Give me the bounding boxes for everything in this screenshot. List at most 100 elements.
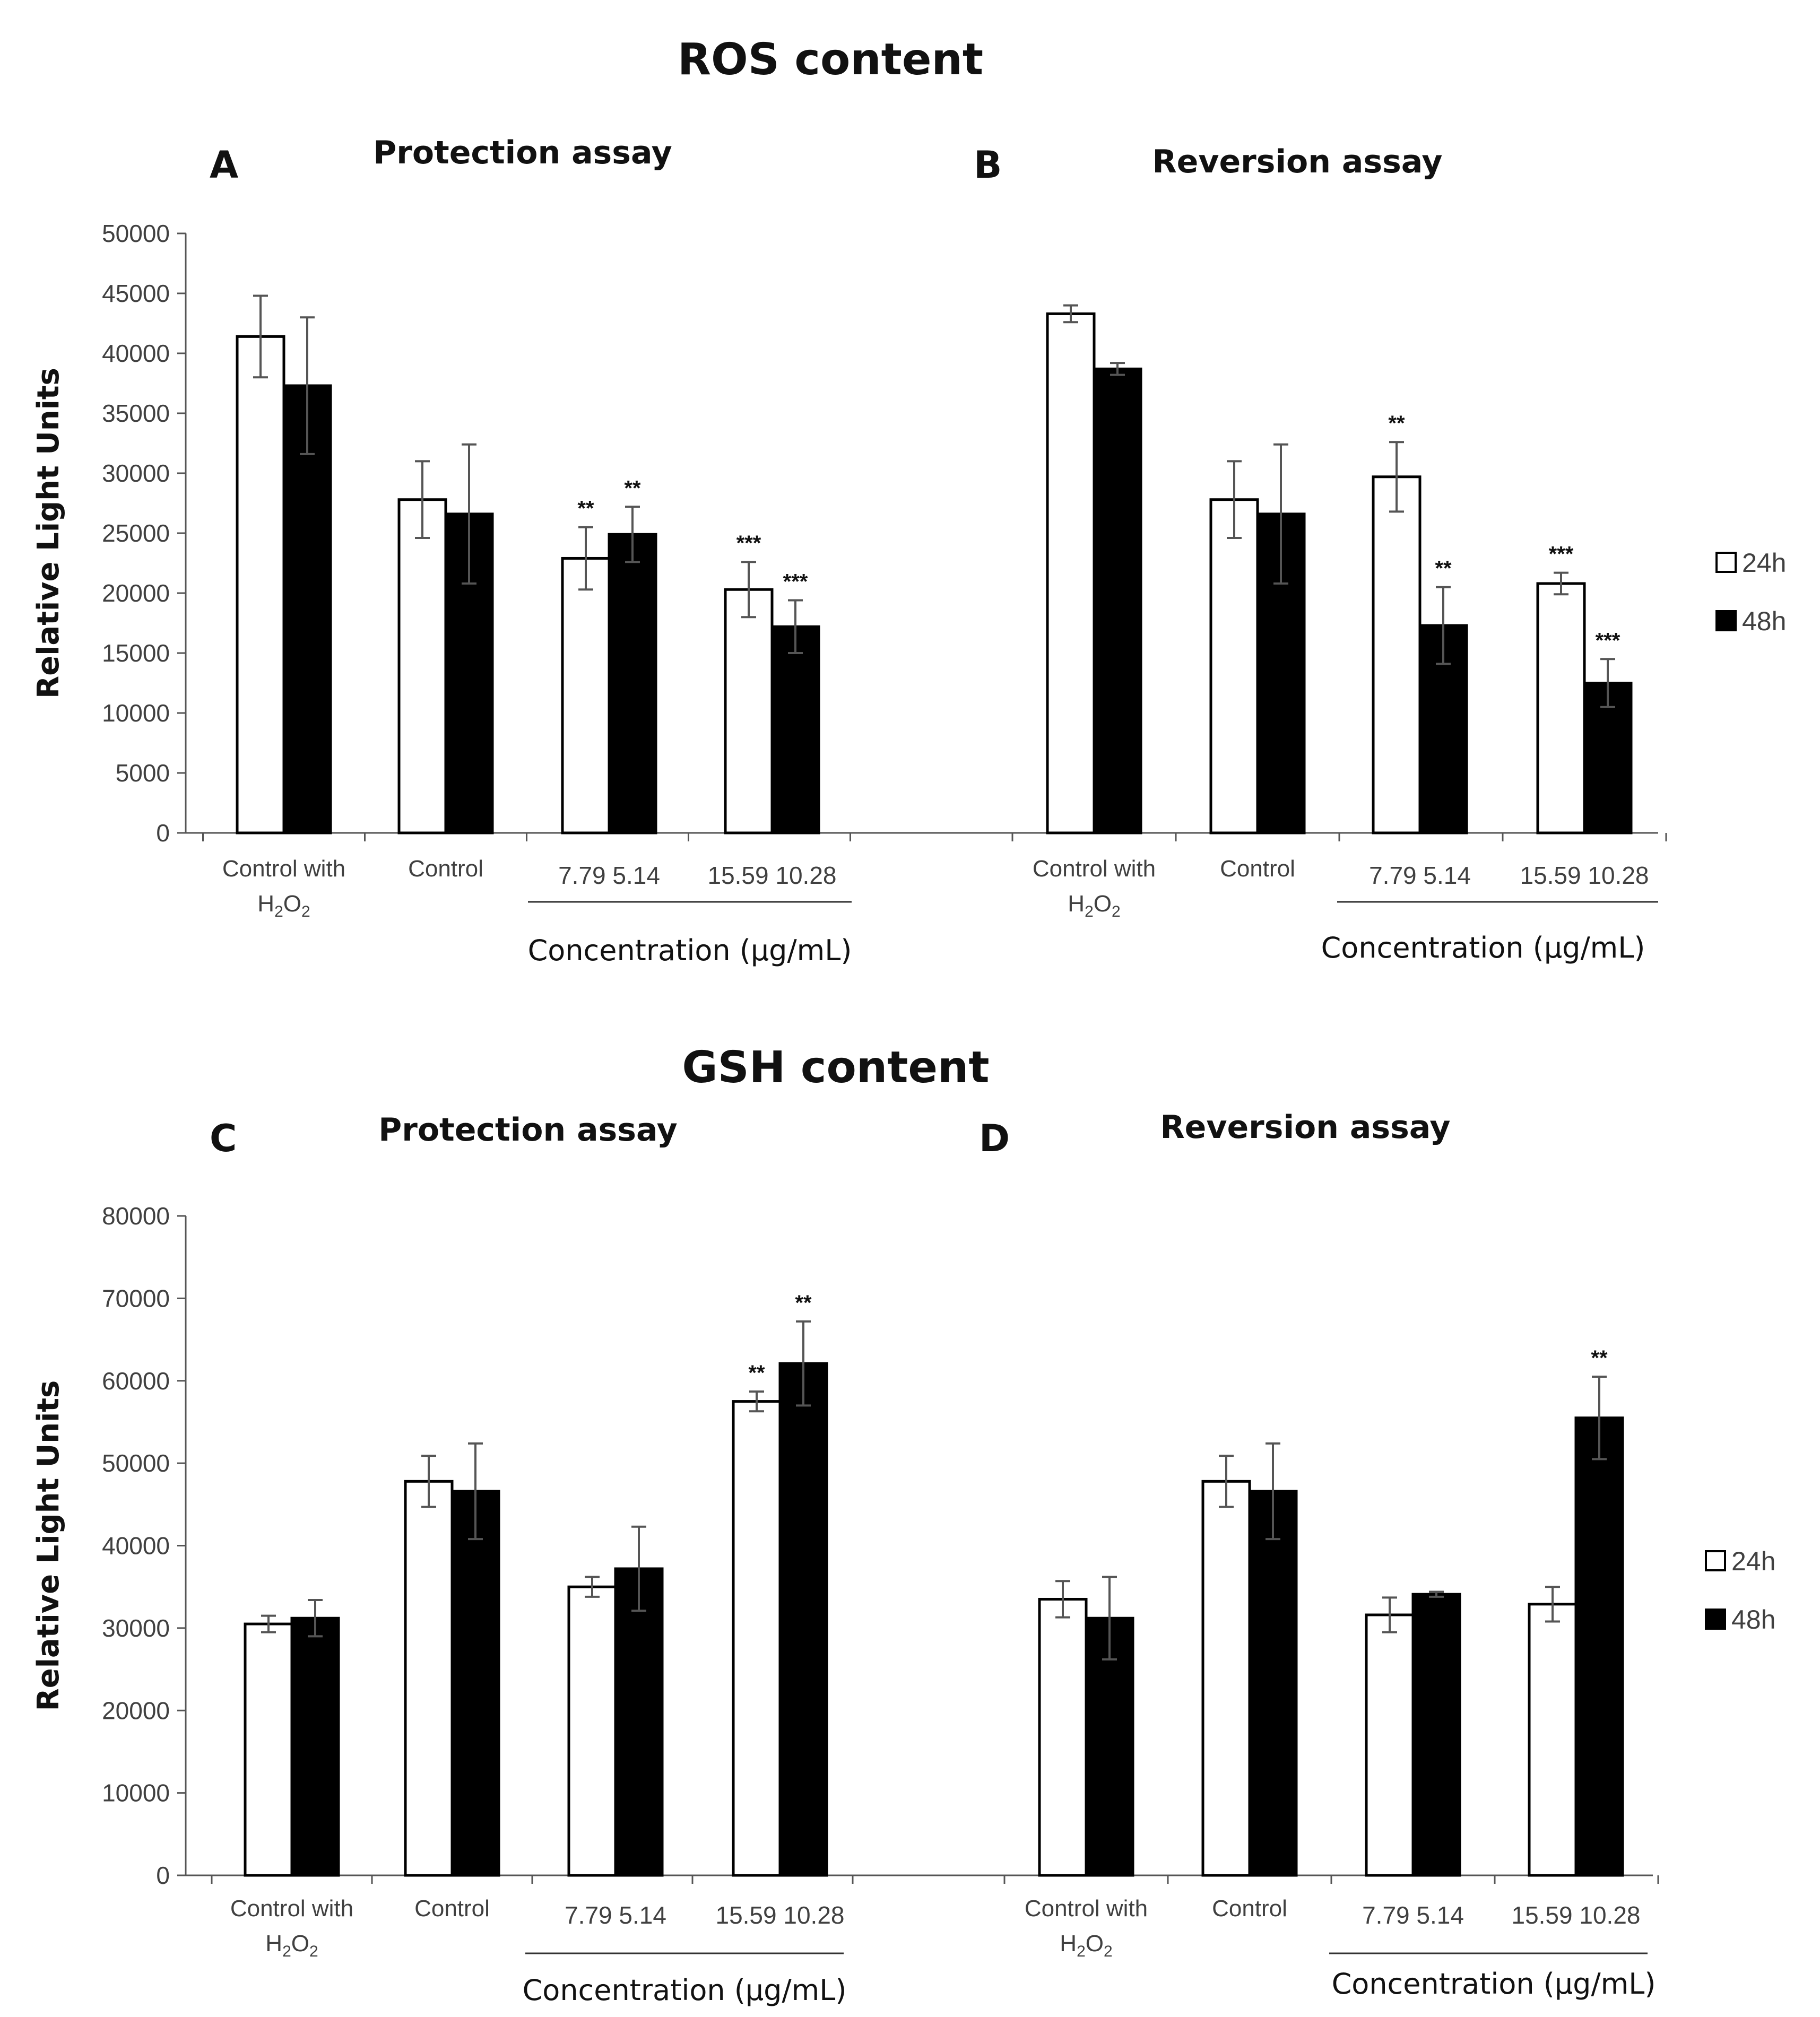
legend-label: 48h xyxy=(1742,606,1786,636)
y-axis-title: Relative Light Units xyxy=(31,368,66,699)
bar-48h xyxy=(1411,1593,1461,1877)
bar-24h xyxy=(1201,1480,1251,1877)
formula-subscript: 2 xyxy=(1104,1943,1113,1960)
significance-mark: ** xyxy=(1388,412,1405,435)
category-label: 7.79 5.14 xyxy=(558,862,660,889)
panel-letter: B xyxy=(974,143,1002,187)
y-tick-label: 70000 xyxy=(102,1284,170,1312)
formula-subscript: 2 xyxy=(301,903,310,920)
formula-subscript: 2 xyxy=(1085,903,1094,920)
bar-24h xyxy=(1536,582,1586,834)
bar-24h xyxy=(404,1480,454,1877)
bar-24h xyxy=(724,588,774,834)
formula-text: H xyxy=(265,1931,282,1957)
y-tick-label: 10000 xyxy=(102,1779,170,1807)
y-tick-label: 30000 xyxy=(102,459,170,487)
category-label: 7.79 5.14 xyxy=(1369,862,1471,889)
significance-mark: ** xyxy=(748,1361,765,1385)
bar-24h xyxy=(1038,1597,1088,1877)
legend-label: 24h xyxy=(1731,1546,1775,1576)
y-tick-label: 80000 xyxy=(102,1202,170,1230)
bar-24h xyxy=(1209,498,1259,834)
y-axis-title: Relative Light Units xyxy=(31,1380,66,1711)
bar-24h xyxy=(397,498,447,834)
panel-title: Reversion assay xyxy=(1160,1109,1450,1146)
significance-mark: *** xyxy=(1596,629,1620,652)
panel-title: Protection assay xyxy=(378,1111,677,1149)
bar-48h xyxy=(608,533,657,834)
bar-48h xyxy=(1574,1416,1624,1877)
category-label-formula: H2O2 xyxy=(257,891,310,920)
significance-mark: ** xyxy=(624,476,641,500)
category-label: Control xyxy=(1220,856,1295,882)
category-label-formula: H2O2 xyxy=(1068,891,1120,920)
y-tick-label: 45000 xyxy=(102,280,170,307)
bar-48h xyxy=(1093,367,1142,834)
category-label: 15.59 10.28 xyxy=(715,1901,844,1929)
formula-subscript: 2 xyxy=(1112,903,1121,920)
category-label: Control with xyxy=(222,856,345,882)
significance-mark: *** xyxy=(736,532,761,555)
significance-mark: ** xyxy=(577,497,594,520)
y-tick-label: 20000 xyxy=(102,579,170,607)
bar-48h xyxy=(1583,682,1633,834)
bar-48h xyxy=(778,1362,828,1877)
bar-24h xyxy=(1372,475,1422,834)
y-tick-label: 40000 xyxy=(102,1532,170,1560)
bar-24h xyxy=(732,1400,782,1877)
y-tick-label: 60000 xyxy=(102,1367,170,1395)
ros-section-title: ROS content xyxy=(678,34,983,85)
bar-24h xyxy=(1528,1603,1578,1877)
formula-text: O xyxy=(283,891,301,917)
bar-24h xyxy=(567,1585,617,1877)
category-label: Control with xyxy=(230,1896,353,1922)
bar-48h xyxy=(614,1567,664,1877)
formula-subscript: 2 xyxy=(1077,1943,1086,1960)
panel-title: Protection assay xyxy=(373,134,672,171)
significance-mark: ** xyxy=(1435,557,1452,580)
panel-title: Reversion assay xyxy=(1152,143,1442,180)
category-label: Control with xyxy=(1025,1896,1148,1922)
y-tick-label: 20000 xyxy=(102,1697,170,1724)
y-tick-label: 10000 xyxy=(102,699,170,727)
bar-48h xyxy=(1248,1490,1298,1877)
significance-mark: *** xyxy=(1549,543,1574,566)
y-tick-label: 40000 xyxy=(102,340,170,367)
category-label: 7.79 5.14 xyxy=(1362,1901,1464,1929)
category-label-formula: H2O2 xyxy=(1060,1931,1112,1960)
legend-swatch xyxy=(1705,1550,1726,1571)
formula-subscript: 2 xyxy=(282,1943,291,1960)
bar-48h xyxy=(450,1490,500,1877)
x-axis-title: Concentration (µg/mL) xyxy=(523,1973,847,2007)
x-axis-title: Concentration (µg/mL) xyxy=(1332,1967,1656,2001)
y-tick-label: 5000 xyxy=(116,759,170,787)
category-label: Control xyxy=(408,856,483,882)
formula-text: H xyxy=(1068,891,1085,917)
significance-mark: ** xyxy=(795,1291,812,1315)
category-label: 15.59 10.28 xyxy=(1520,862,1649,889)
y-tick-label: 35000 xyxy=(102,399,170,427)
category-label: Control xyxy=(1212,1896,1287,1922)
bar-24h xyxy=(244,1622,293,1877)
panel-c-protection: C Protection assay 0 10000 20000 30000 40000 50… xyxy=(31,1111,854,2007)
panel-a-protection: A Protection assay05000100001500020000250… xyxy=(31,134,852,967)
formula-text: H xyxy=(1060,1931,1077,1957)
y-tick-label: 0 xyxy=(156,819,170,847)
bar-48h xyxy=(290,1616,340,1877)
category-label-formula: H2O2 xyxy=(265,1931,318,1960)
significance-mark: *** xyxy=(783,570,808,594)
panel-letter: C xyxy=(210,1117,237,1160)
category-label: 15.59 10.28 xyxy=(707,862,836,889)
formula-text: O xyxy=(1086,1931,1104,1957)
formula-text: H xyxy=(257,891,274,917)
y-tick-label: 0 xyxy=(156,1862,170,1889)
formula-subscript: 2 xyxy=(309,1943,318,1960)
panel-letter: D xyxy=(979,1117,1010,1160)
bar-48h xyxy=(770,625,820,834)
legend-swatch xyxy=(1705,1609,1726,1630)
category-label: 15.59 10.28 xyxy=(1511,1901,1640,1929)
formula-text: O xyxy=(291,1931,309,1957)
